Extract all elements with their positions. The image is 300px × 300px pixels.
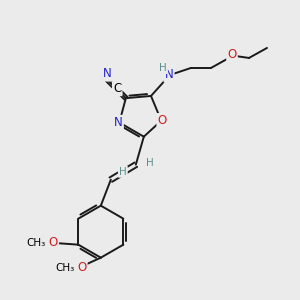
Text: CH₃: CH₃ xyxy=(55,263,74,273)
Text: H: H xyxy=(159,63,167,73)
Text: N: N xyxy=(114,116,123,129)
Text: C: C xyxy=(113,82,122,95)
Text: O: O xyxy=(158,114,167,127)
Text: O: O xyxy=(227,48,237,62)
Text: O: O xyxy=(49,236,58,249)
Text: H: H xyxy=(146,158,154,168)
Text: CH₃: CH₃ xyxy=(27,238,46,248)
Text: N: N xyxy=(103,68,112,80)
Text: H: H xyxy=(119,167,127,177)
Text: O: O xyxy=(77,261,86,274)
Text: N: N xyxy=(165,68,173,81)
